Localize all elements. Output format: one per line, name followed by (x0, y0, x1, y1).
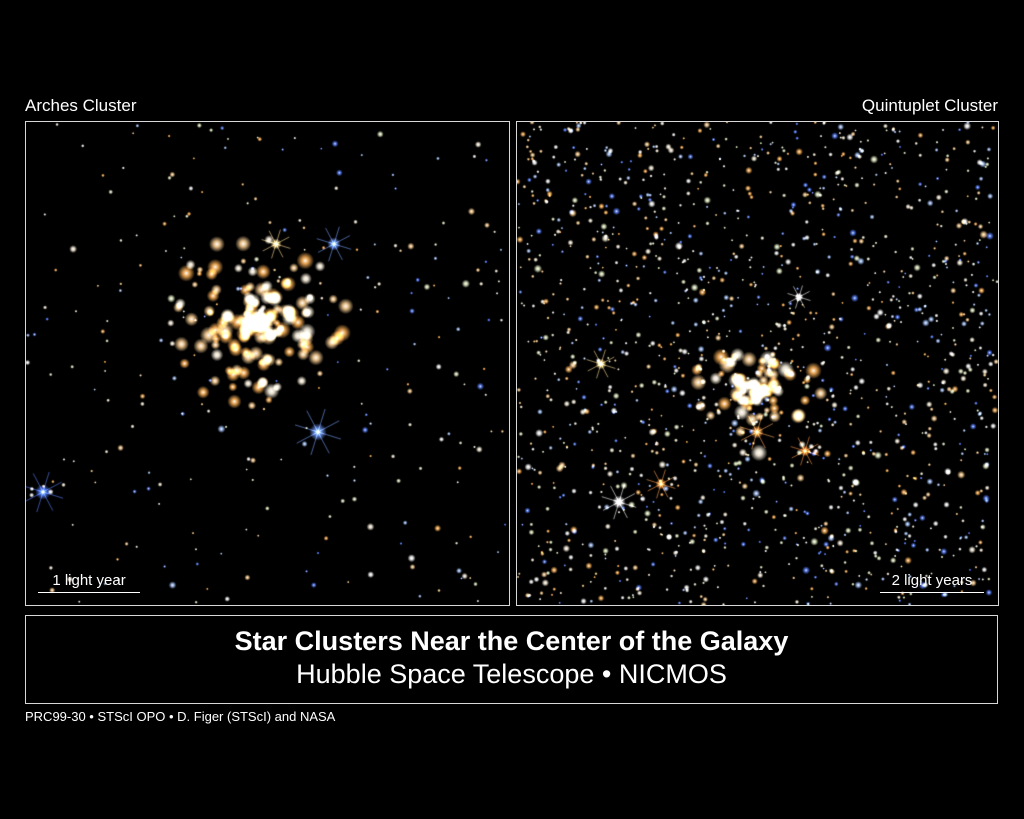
quintuplet-cluster-image: 2 light years (516, 121, 999, 606)
scale-label: 2 light years (891, 572, 973, 589)
caption-subtitle: Hubble Space Telescope • NICMOS (296, 659, 727, 689)
scale-bar: 1 light year (38, 572, 140, 593)
scale-label: 1 light year (52, 572, 126, 589)
caption-title: Star Clusters Near the Center of the Gal… (234, 626, 789, 656)
image-credit: PRC99-30 • STScI OPO • D. Figer (STScI) … (25, 709, 336, 724)
caption-box: Star Clusters Near the Center of the Gal… (25, 615, 998, 704)
scale-bar: 2 light years (880, 572, 984, 593)
quintuplet-cluster-label: Quintuplet Cluster (861, 96, 998, 115)
arches-cluster-label: Arches Cluster (25, 96, 137, 115)
arches-cluster-image: 1 light year (25, 121, 510, 606)
